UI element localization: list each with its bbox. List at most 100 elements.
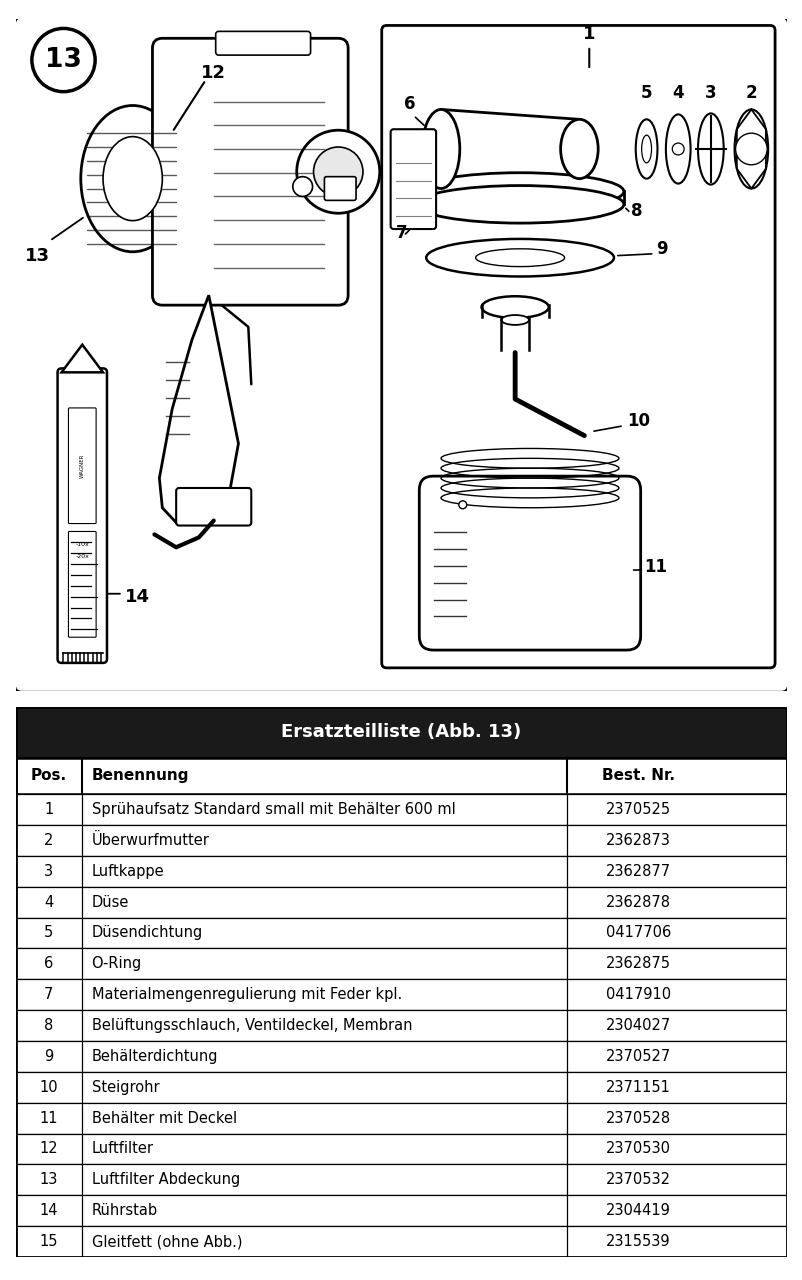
Bar — [16, 1010, 786, 1041]
Bar — [16, 1226, 786, 1257]
Text: 6: 6 — [44, 956, 54, 972]
Circle shape — [735, 133, 766, 165]
Text: Düsendichtung: Düsendichtung — [91, 925, 203, 941]
Text: 11: 11 — [39, 1111, 58, 1125]
Bar — [16, 707, 786, 758]
Text: 3: 3 — [704, 83, 715, 101]
Text: 3: 3 — [44, 864, 53, 879]
Text: 4: 4 — [671, 83, 683, 101]
Ellipse shape — [426, 239, 614, 276]
Text: 5: 5 — [44, 925, 54, 941]
Circle shape — [313, 147, 363, 196]
Bar — [16, 1134, 786, 1165]
Circle shape — [671, 143, 683, 155]
Text: Pos.: Pos. — [30, 768, 67, 783]
Bar — [16, 1196, 786, 1226]
Text: Behälter mit Deckel: Behälter mit Deckel — [91, 1111, 237, 1125]
Ellipse shape — [665, 114, 690, 183]
Bar — [16, 918, 786, 948]
FancyBboxPatch shape — [14, 17, 788, 692]
Bar — [16, 948, 786, 979]
Text: 1: 1 — [582, 26, 595, 67]
Text: 7: 7 — [44, 987, 54, 1002]
Text: O-Ring: O-Ring — [91, 956, 142, 972]
Text: 4: 4 — [44, 895, 54, 910]
Text: Düse: Düse — [91, 895, 129, 910]
Bar — [16, 794, 786, 824]
Circle shape — [32, 28, 95, 92]
Circle shape — [293, 177, 312, 196]
Text: 2370525: 2370525 — [606, 803, 670, 817]
Text: 8: 8 — [630, 202, 642, 220]
Bar — [16, 1041, 786, 1071]
FancyBboxPatch shape — [176, 488, 251, 526]
FancyBboxPatch shape — [381, 26, 774, 668]
Text: 10: 10 — [39, 1080, 58, 1094]
Text: 7: 7 — [395, 224, 407, 242]
Polygon shape — [62, 344, 103, 372]
Bar — [16, 1071, 786, 1102]
FancyBboxPatch shape — [68, 531, 96, 637]
Text: 14: 14 — [124, 588, 150, 605]
Text: -10x: -10x — [75, 541, 89, 547]
FancyBboxPatch shape — [68, 408, 96, 524]
Text: 2370528: 2370528 — [606, 1111, 670, 1125]
Text: Rührstab: Rührstab — [91, 1203, 157, 1219]
Ellipse shape — [697, 114, 723, 184]
Bar — [16, 979, 786, 1010]
Text: Überwurfmutter: Überwurfmutter — [91, 833, 209, 847]
Text: 12: 12 — [201, 64, 226, 82]
Text: 9: 9 — [44, 1048, 54, 1064]
Bar — [16, 1102, 786, 1134]
Text: 2370530: 2370530 — [606, 1142, 670, 1156]
Circle shape — [458, 500, 466, 508]
Text: 12: 12 — [39, 1142, 58, 1156]
FancyBboxPatch shape — [58, 369, 107, 663]
Ellipse shape — [415, 173, 623, 210]
Text: WAGNER: WAGNER — [79, 454, 85, 479]
Text: 2362878: 2362878 — [606, 895, 670, 910]
Ellipse shape — [81, 105, 184, 252]
Text: 2371151: 2371151 — [606, 1080, 670, 1094]
Text: 0417910: 0417910 — [606, 987, 670, 1002]
Ellipse shape — [422, 110, 460, 188]
Text: 14: 14 — [39, 1203, 58, 1219]
Text: 2304419: 2304419 — [606, 1203, 670, 1219]
Text: 13: 13 — [39, 1172, 58, 1188]
Text: Ersatzteilliste (Abb. 13): Ersatzteilliste (Abb. 13) — [281, 723, 521, 741]
Text: 10: 10 — [626, 412, 649, 430]
Text: 2: 2 — [744, 83, 756, 101]
Text: Sprühaufsatz Standard small mit Behälter 600 ml: Sprühaufsatz Standard small mit Behälter… — [91, 803, 455, 817]
Circle shape — [297, 131, 379, 214]
Text: Steigrohr: Steigrohr — [91, 1080, 159, 1094]
Text: 0417706: 0417706 — [606, 925, 670, 941]
Text: 11: 11 — [644, 558, 666, 576]
Text: Gleitfett (ohne Abb.): Gleitfett (ohne Abb.) — [91, 1234, 242, 1249]
Bar — [16, 758, 786, 794]
Text: 2362873: 2362873 — [606, 833, 670, 847]
Ellipse shape — [734, 110, 768, 188]
Text: Best. Nr.: Best. Nr. — [602, 768, 674, 783]
Text: 13: 13 — [45, 47, 82, 73]
Text: 2362875: 2362875 — [606, 956, 670, 972]
Text: 2315539: 2315539 — [606, 1234, 670, 1249]
Text: 5: 5 — [640, 83, 651, 101]
Polygon shape — [159, 296, 238, 522]
Ellipse shape — [415, 186, 623, 223]
FancyBboxPatch shape — [419, 476, 640, 650]
Text: Luftfilter: Luftfilter — [91, 1142, 153, 1156]
Ellipse shape — [475, 248, 564, 266]
Text: 2370527: 2370527 — [606, 1048, 670, 1064]
Bar — [16, 1165, 786, 1196]
Text: 2304027: 2304027 — [606, 1018, 670, 1033]
Text: Belüftungsschlauch, Ventildeckel, Membran: Belüftungsschlauch, Ventildeckel, Membra… — [91, 1018, 411, 1033]
FancyBboxPatch shape — [216, 32, 310, 55]
Text: 8: 8 — [44, 1018, 54, 1033]
Bar — [16, 887, 786, 918]
Text: Benennung: Benennung — [91, 768, 188, 783]
Ellipse shape — [500, 315, 529, 325]
Text: 13: 13 — [26, 247, 51, 265]
Text: 9: 9 — [656, 239, 667, 257]
Ellipse shape — [481, 296, 548, 317]
Text: Luftkappe: Luftkappe — [91, 864, 164, 879]
